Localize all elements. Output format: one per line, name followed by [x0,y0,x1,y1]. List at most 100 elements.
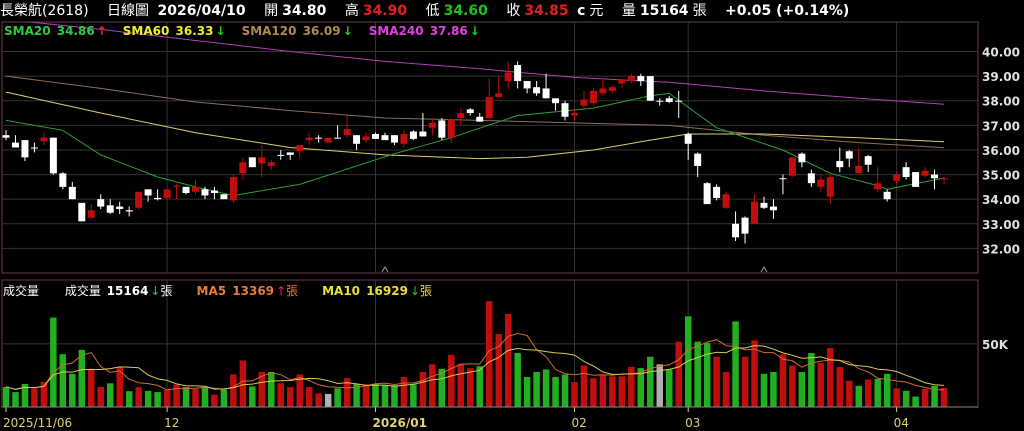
candle-body [608,87,616,91]
candle-body [599,88,607,94]
candle-body [893,174,901,181]
volume-bar [49,317,58,408]
volume-panel-title: 成交量 [3,284,40,298]
volume-bar [314,392,323,408]
candle [732,211,740,242]
candle [173,184,181,200]
legend-unit: 張 [286,284,299,298]
volume-bar [286,386,294,408]
volume-bar [769,371,778,408]
candle-body [627,76,635,82]
legend-value: 34.86 [52,24,95,38]
date-label: 2025/11/06 [3,416,72,430]
candle [182,186,190,195]
legend-value: 13369 [232,284,275,298]
candle [438,117,446,141]
candle-body [874,183,882,190]
candle-body [732,223,740,238]
candle-body [741,217,749,234]
volume-bar [134,386,143,408]
candle [40,132,48,146]
volume-bar [873,378,882,408]
arrow-down-icon: ↓ [469,24,480,38]
candle [353,135,361,150]
candle-body [656,100,664,102]
price-tick-label: 35.00 [982,169,1020,183]
candle [390,135,398,146]
candle-body [154,197,162,200]
candle [362,132,370,143]
arrow-down-icon: ↓ [409,284,421,298]
stock-name[interactable]: 長榮航(2618) [0,3,89,19]
candle [722,191,730,210]
legend-label: SMA240 [368,24,424,38]
legend-label: MA10 [322,284,365,298]
candle [589,88,597,106]
volume-bar [911,396,920,408]
candle-body [533,87,541,94]
candle [87,204,95,219]
candle-body [902,167,910,178]
volume-bar [475,365,484,408]
candle [807,169,815,187]
candle [798,152,806,168]
volume-bar [921,388,929,408]
candle-body [286,152,294,155]
candle [580,90,588,109]
volume-bar [845,380,854,408]
volume-bar [542,368,550,408]
legend-value: 36.09 [298,24,341,38]
volume-bar [390,384,399,408]
candle [618,78,626,89]
candle-body [457,113,465,118]
candle-body [684,133,692,144]
volume-bars [2,300,948,408]
candle [343,115,351,138]
candle-body [580,99,588,106]
candle-body [2,135,10,138]
candle [419,113,427,137]
legend-label: 成交量 [64,284,105,298]
candle [760,196,768,210]
volume-ma-lines [5,332,945,391]
candle-body [49,137,57,174]
volume-tick-label: 50K [982,338,1009,352]
price-tick-label: 33.00 [982,218,1020,232]
legend-value: 36.33 [171,24,214,38]
candle-body [570,113,578,116]
candle-body [334,137,342,139]
candle [495,76,503,99]
candle [608,85,616,94]
candle [239,157,247,180]
price-change: +0.05 (+0.14%) [725,3,850,19]
legend-label: SMA60 [122,24,170,38]
marker-caret [760,266,768,273]
candle-body [400,133,408,144]
volume-bar [693,341,702,408]
price-tick-label: 39.00 [982,70,1020,84]
arrow-down-icon: ↓ [150,284,161,298]
volume-bar [523,376,531,408]
candle-body [703,183,711,205]
candle [324,137,332,143]
low-value: 34.60 [443,3,488,19]
candle-body [201,189,209,196]
candle-body [353,135,361,144]
volume-bar [902,390,910,408]
candle-body [665,98,673,102]
price-tick-label: 38.00 [982,95,1020,109]
arrow-down-icon: ↓ [342,24,353,38]
price-legend: SMA20 34.86 ↑ SMA60 36.33 ↓ SMA120 36.09 ↓ SMA… [4,24,496,38]
volume-bar [153,391,162,408]
period-label[interactable]: 日線圖 [107,3,150,19]
candle [769,199,777,219]
candle-body [305,137,313,141]
ma10-line [5,345,945,390]
candle-body [542,88,550,99]
volume-bar [201,387,209,408]
volume-bar [87,368,96,408]
volume-bar [239,360,247,408]
date-label: 2026/01 [373,416,427,430]
candle [305,132,313,146]
